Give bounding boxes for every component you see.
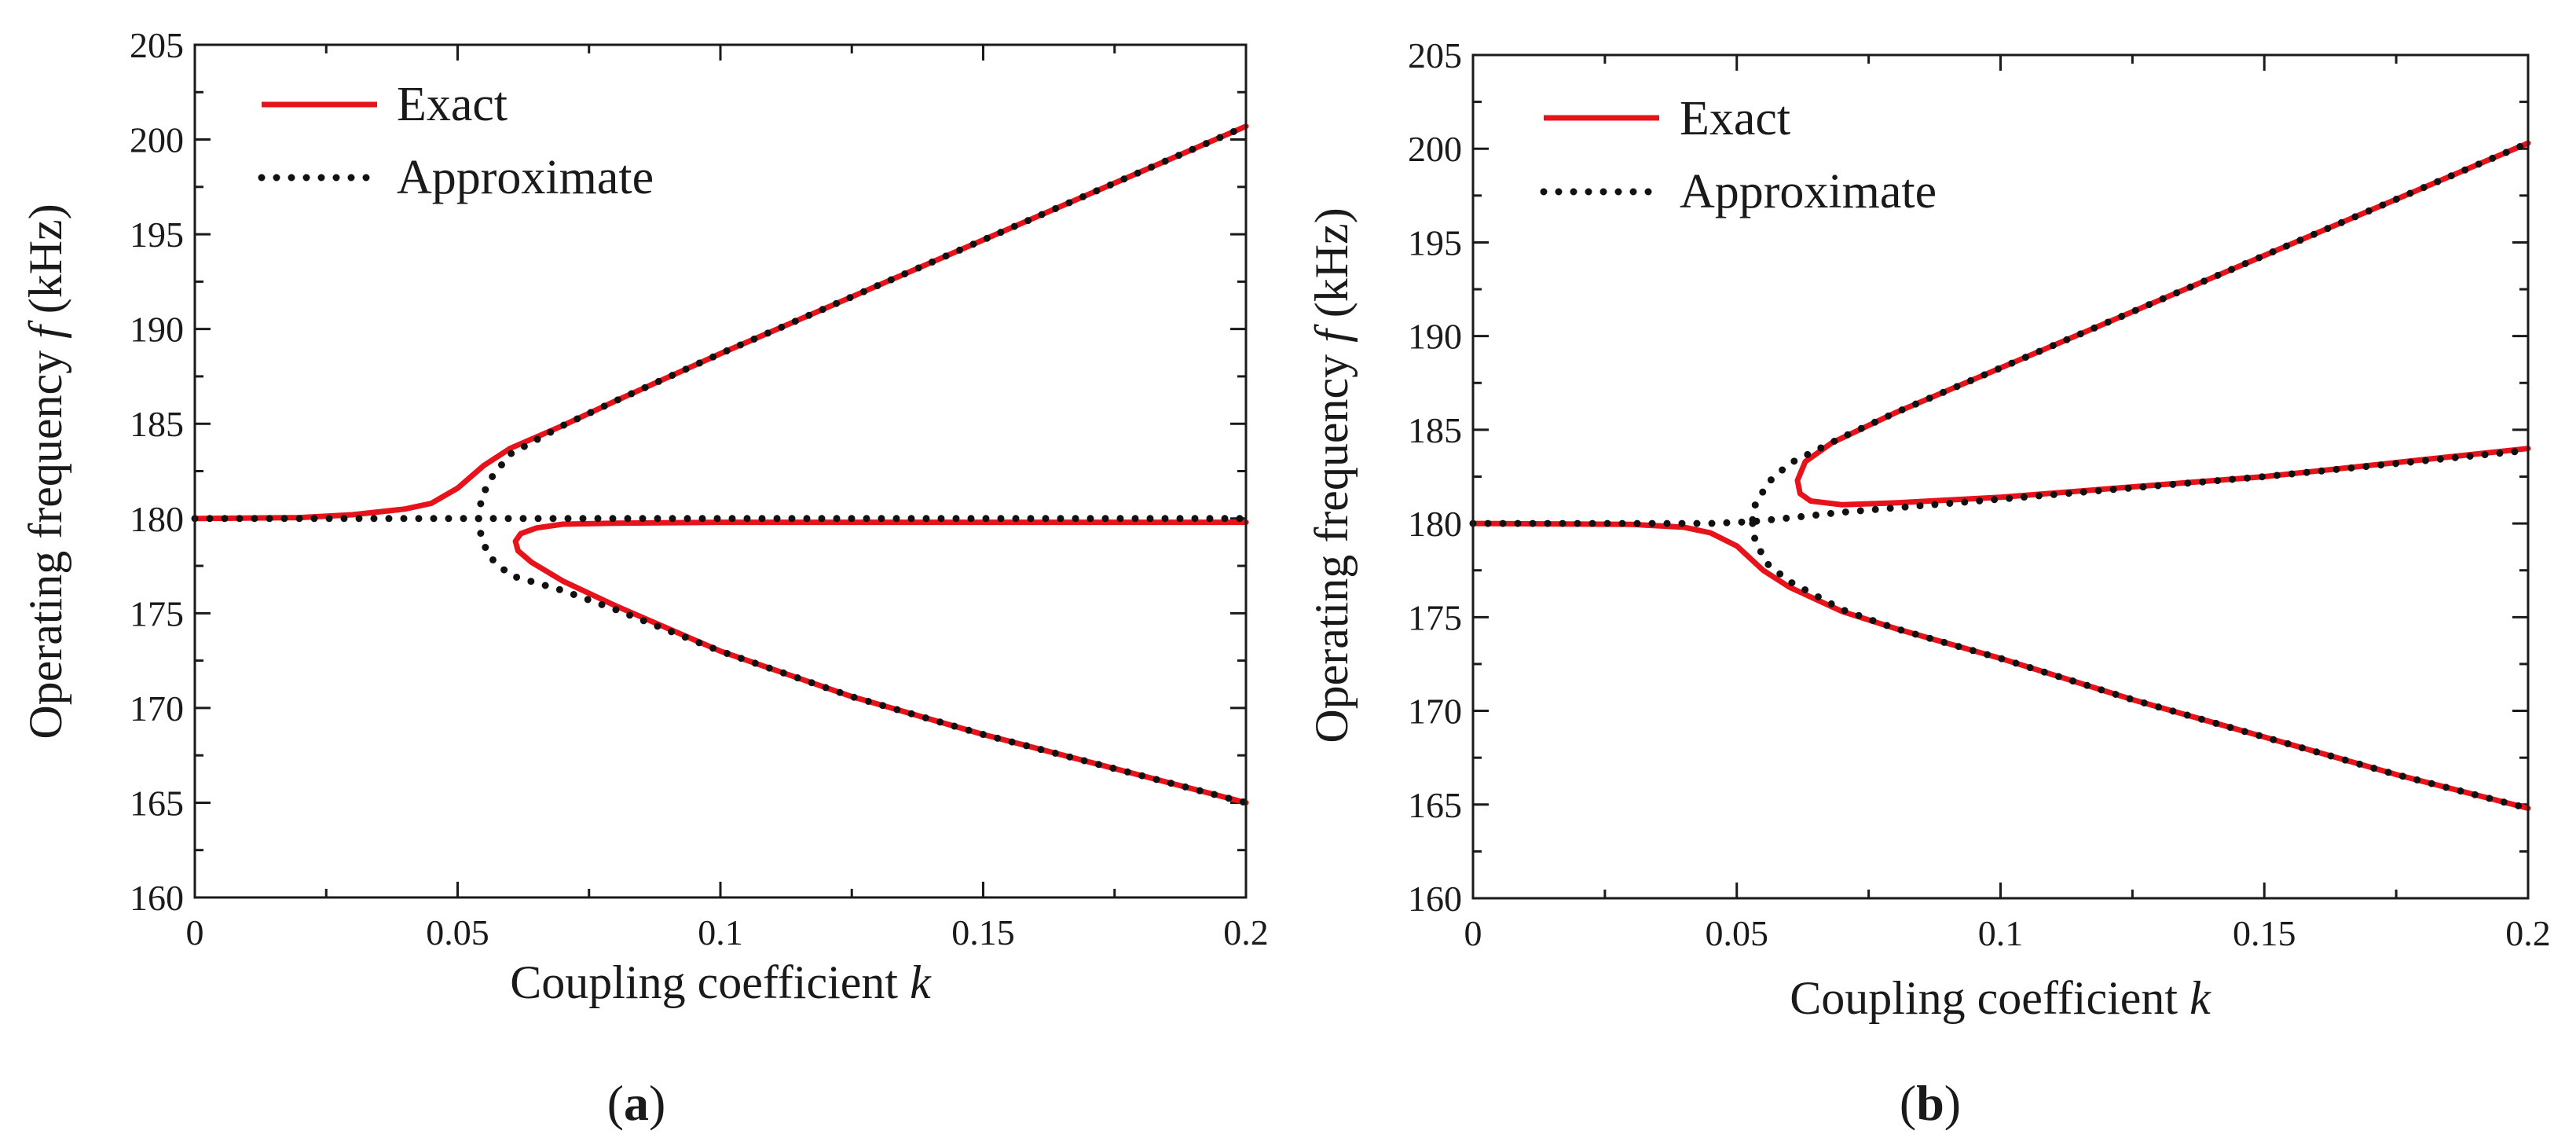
x-tick-label: 0 (1464, 913, 1482, 953)
x-tick-label: 0 (186, 912, 204, 952)
chart-a-plot-frame (193, 43, 1248, 899)
y-tick-label: 175 (1408, 597, 1462, 637)
chart-b-legend-exact-label: Exact (1680, 92, 1790, 145)
y-tick-label: 200 (1408, 129, 1462, 169)
chart-b-legend: Exact Approximate (1540, 92, 1937, 218)
series-approximate-center (1469, 446, 2532, 527)
series-exact-upper (192, 123, 1249, 522)
x-tick-label: 0.1 (698, 912, 743, 952)
chart-a: 0 0.05 0.1 0.15 0.2 160 165 170 175 180 185 190 195 2… (20, 25, 1269, 1131)
series-approximate-lower (1749, 519, 2532, 812)
chart-a-tick-labels: 0 0.05 0.1 0.15 0.2 160 165 170 175 180 185 190 195 2… (130, 25, 1269, 952)
series-exact-lower-fold (512, 519, 1249, 806)
chart-a-ticks (193, 43, 1248, 899)
chart-b-series (1469, 139, 2532, 812)
y-tick-label: 160 (130, 878, 184, 918)
x-tick-label: 0.05 (1706, 913, 1769, 953)
chart-b: 0 0.05 0.1 0.15 0.2 160 165 170 175 180 185 190 195 2… (1306, 35, 2551, 1131)
chart-a-series (191, 123, 1250, 806)
x-tick-label: 0.1 (1978, 913, 2024, 953)
y-tick-label: 180 (130, 499, 184, 539)
y-tick-label: 200 (130, 120, 184, 160)
chart-b-legend-approx-label: Approximate (1680, 165, 1937, 218)
chart-b-plot-frame (1471, 53, 2530, 900)
y-tick-label: 195 (1408, 222, 1462, 262)
y-tick-label: 180 (1408, 504, 1462, 544)
y-tick-label: 165 (1408, 785, 1462, 825)
x-tick-label: 0.05 (426, 912, 489, 952)
y-tick-label: 190 (1408, 317, 1462, 357)
y-tick-label: 195 (130, 215, 184, 255)
y-tick-label: 170 (1408, 692, 1462, 732)
y-tick-label: 185 (130, 404, 184, 444)
y-tick-label: 165 (130, 783, 184, 823)
chart-b-tick-labels: 0 0.05 0.1 0.15 0.2 160 165 170 175 180 185 190 195 2… (1408, 35, 2551, 953)
y-tick-label: 205 (1408, 35, 1462, 75)
series-exact-upper-fold (1794, 140, 2531, 508)
chart-b-x-axis-title: Coupling coefficient k (1790, 972, 2211, 1024)
chart-b-caption: (b) (1900, 1075, 1961, 1131)
chart-a-y-axis-title: Operating frequency f (kHz) (20, 204, 71, 739)
y-tick-label: 205 (130, 25, 184, 65)
x-tick-label: 0.2 (1223, 912, 1269, 952)
y-tick-label: 185 (1408, 410, 1462, 450)
series-approximate-upper (1749, 139, 2532, 523)
y-tick-label: 175 (130, 593, 184, 633)
series-approximate-lower (475, 515, 1250, 806)
chart-a-caption: (a) (607, 1075, 666, 1131)
chart-a-legend-exact-label: Exact (397, 78, 508, 131)
series-exact-lower (1470, 520, 2531, 811)
x-tick-label: 0.2 (2505, 913, 2551, 953)
chart-a-legend: Exact Approximate (258, 78, 654, 204)
y-tick-label: 170 (130, 688, 184, 728)
chart-a-legend-approx-label: Approximate (397, 151, 654, 204)
chart-b-y-axis-title: Operating frequency f (kHz) (1306, 207, 1358, 743)
y-tick-label: 190 (130, 310, 184, 350)
chart-b-ticks (1471, 53, 2530, 900)
x-tick-label: 0.15 (2233, 913, 2296, 953)
x-tick-label: 0.15 (951, 912, 1015, 952)
series-approximate-upper (475, 123, 1250, 523)
y-tick-label: 160 (1408, 879, 1462, 919)
chart-a-x-axis-title: Coupling coefficient k (510, 956, 932, 1008)
